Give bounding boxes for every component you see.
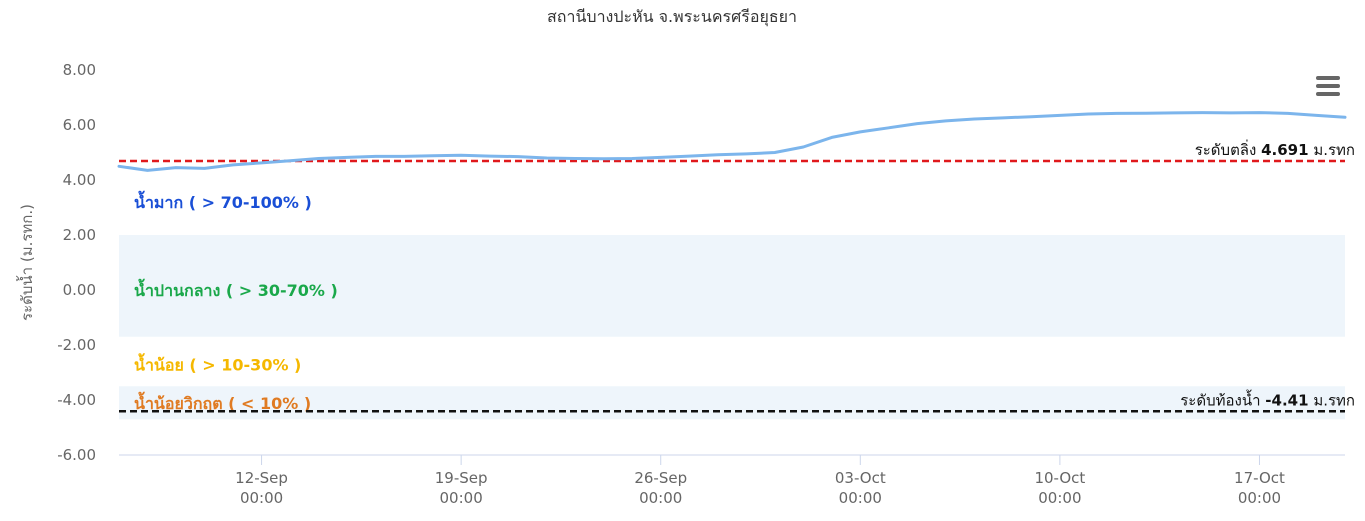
plot-band-0 [119, 235, 1345, 337]
x-tick-date: 10-Oct [1034, 469, 1085, 487]
y-tick-label: 2.00 [63, 226, 96, 244]
zone-label: น้ำน้อย ( > 10-30% ) [134, 352, 301, 374]
zone-label: น้ำมาก ( > 70-100% ) [134, 190, 312, 212]
series-line-0 [117, 111, 1347, 172]
reference-line-label: ระดับตลิ่ง 4.691 ม.รทก [1195, 139, 1355, 159]
x-tick-date: 12-Sep [235, 469, 288, 487]
x-tick-time: 00:00 [1038, 489, 1081, 507]
plot-band-1 [119, 386, 1345, 420]
y-tick-label: -4.00 [57, 391, 96, 409]
reference-line-label: ระดับท้องน้ำ -4.41 ม.รทก [1180, 389, 1355, 409]
x-tick-time: 00:00 [839, 489, 882, 507]
x-tick-date: 19-Sep [435, 469, 488, 487]
y-tick-label: 8.00 [63, 61, 96, 79]
x-tick-time: 00:00 [1238, 489, 1281, 507]
x-tick-time: 00:00 [639, 489, 682, 507]
x-tick-time: 00:00 [240, 489, 283, 507]
x-tick-date: 03-Oct [835, 469, 886, 487]
zone-label: น้ำปานกลาง ( > 30-70% ) [134, 278, 338, 300]
hamburger-menu-icon[interactable] [1313, 72, 1343, 100]
y-tick-label: 6.00 [63, 116, 96, 134]
x-tick-date: 26-Sep [634, 469, 687, 487]
x-tick-time: 00:00 [440, 489, 483, 507]
y-tick-label: 0.00 [63, 281, 96, 299]
x-tick-date: 17-Oct [1234, 469, 1285, 487]
y-tick-label: 4.00 [63, 171, 96, 189]
y-axis-title: ระดับน้ำ (ม.รทก.) [16, 204, 36, 321]
zone-label: น้ำน้อยวิกฤต ( < 10% ) [134, 391, 311, 413]
chart-title: สถานีบางปะหัน จ.พระนครศรีอยุธยา [547, 7, 797, 27]
y-tick-label: -2.00 [57, 336, 96, 354]
y-tick-label: -6.00 [57, 446, 96, 464]
